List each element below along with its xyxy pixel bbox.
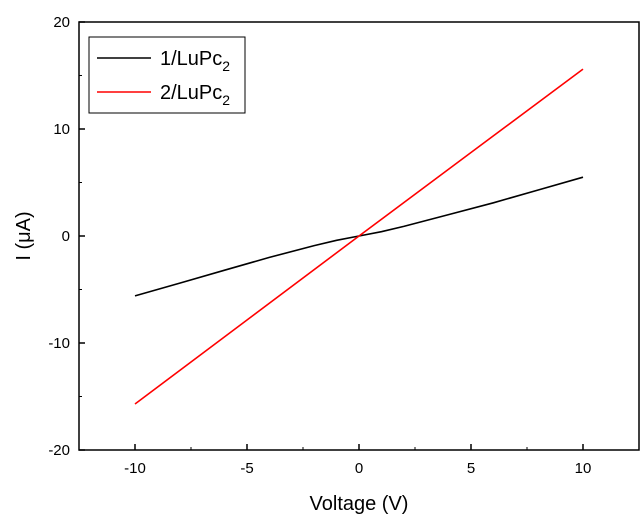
x-tick-label: 10 (575, 460, 592, 477)
legend-box (88, 36, 246, 114)
y-axis-label: I (μA) (13, 211, 35, 260)
legend-label-series-1: 1/LuPc2 (160, 48, 230, 74)
series-line-2 (134, 68, 584, 405)
legend: 1/LuPc2 2/LuPc2 (88, 36, 246, 114)
y-tick-label: -10 (48, 335, 70, 352)
y-tick-label: 0 (62, 228, 70, 245)
x-tick-label: 5 (467, 460, 475, 477)
y-tick-label: 20 (53, 14, 70, 31)
x-axis-label: Voltage (V) (310, 493, 409, 515)
series-lines (134, 68, 584, 405)
y-axis-ticks: -20 -10 0 10 20 (48, 14, 85, 459)
legend-label-series-2: 2/LuPc2 (160, 82, 230, 108)
x-axis-ticks: -10 -5 0 5 10 (78, 444, 640, 477)
x-tick-label: -5 (240, 460, 253, 477)
y-tick-label: 10 (53, 121, 70, 138)
x-tick-label: 0 (355, 460, 363, 477)
x-tick-label: -10 (124, 460, 146, 477)
y-tick-label: -20 (48, 442, 70, 459)
